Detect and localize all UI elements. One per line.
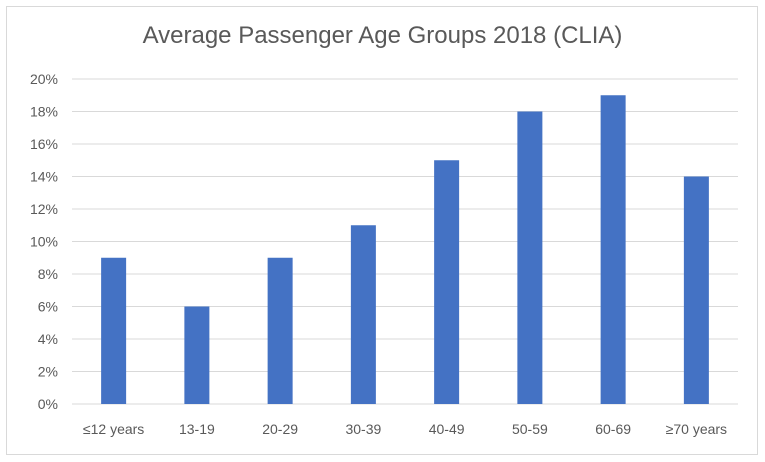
y-tick-label: 12%	[30, 201, 58, 217]
gridlines	[72, 78, 738, 405]
y-tick-label: 4%	[38, 331, 58, 347]
x-tick-label: ≥70 years	[666, 421, 727, 437]
y-tick-label: 8%	[38, 266, 58, 282]
y-tick-label: 20%	[30, 71, 58, 87]
bar	[600, 95, 626, 404]
bar	[683, 176, 709, 404]
x-tick-label: 40-49	[429, 421, 465, 437]
y-tick-label: 18%	[30, 104, 58, 120]
bar	[517, 111, 543, 404]
y-axis-ticks: 0% 2% 4% 6% 8% 10% 12% 14% 16% 18% 20%	[30, 71, 58, 412]
y-tick-label: 14%	[30, 169, 58, 185]
x-axis-ticks: ≤12 years 13-19 20-29 30-39 40-49 50-59 60-69 ≥…	[83, 421, 727, 437]
x-tick-label: 13-19	[179, 421, 215, 437]
chart-title: Average Passenger Age Groups 2018 (CLIA)	[142, 22, 623, 49]
bars	[101, 95, 709, 404]
y-tick-label: 6%	[38, 299, 58, 315]
bar	[101, 257, 127, 404]
bar	[267, 257, 293, 404]
y-tick-label: 16%	[30, 136, 58, 152]
x-tick-label: ≤12 years	[83, 421, 144, 437]
y-tick-label: 2%	[38, 364, 58, 380]
bar	[434, 160, 460, 404]
x-tick-label: 20-29	[262, 421, 298, 437]
x-tick-label: 30-39	[345, 421, 381, 437]
x-tick-label: 50-59	[512, 421, 548, 437]
y-tick-label: 0%	[38, 396, 58, 412]
x-tick-label: 60-69	[595, 421, 631, 437]
bar	[184, 306, 210, 404]
bar	[350, 225, 376, 404]
y-tick-label: 10%	[30, 234, 58, 250]
chart-frame	[6, 6, 758, 455]
